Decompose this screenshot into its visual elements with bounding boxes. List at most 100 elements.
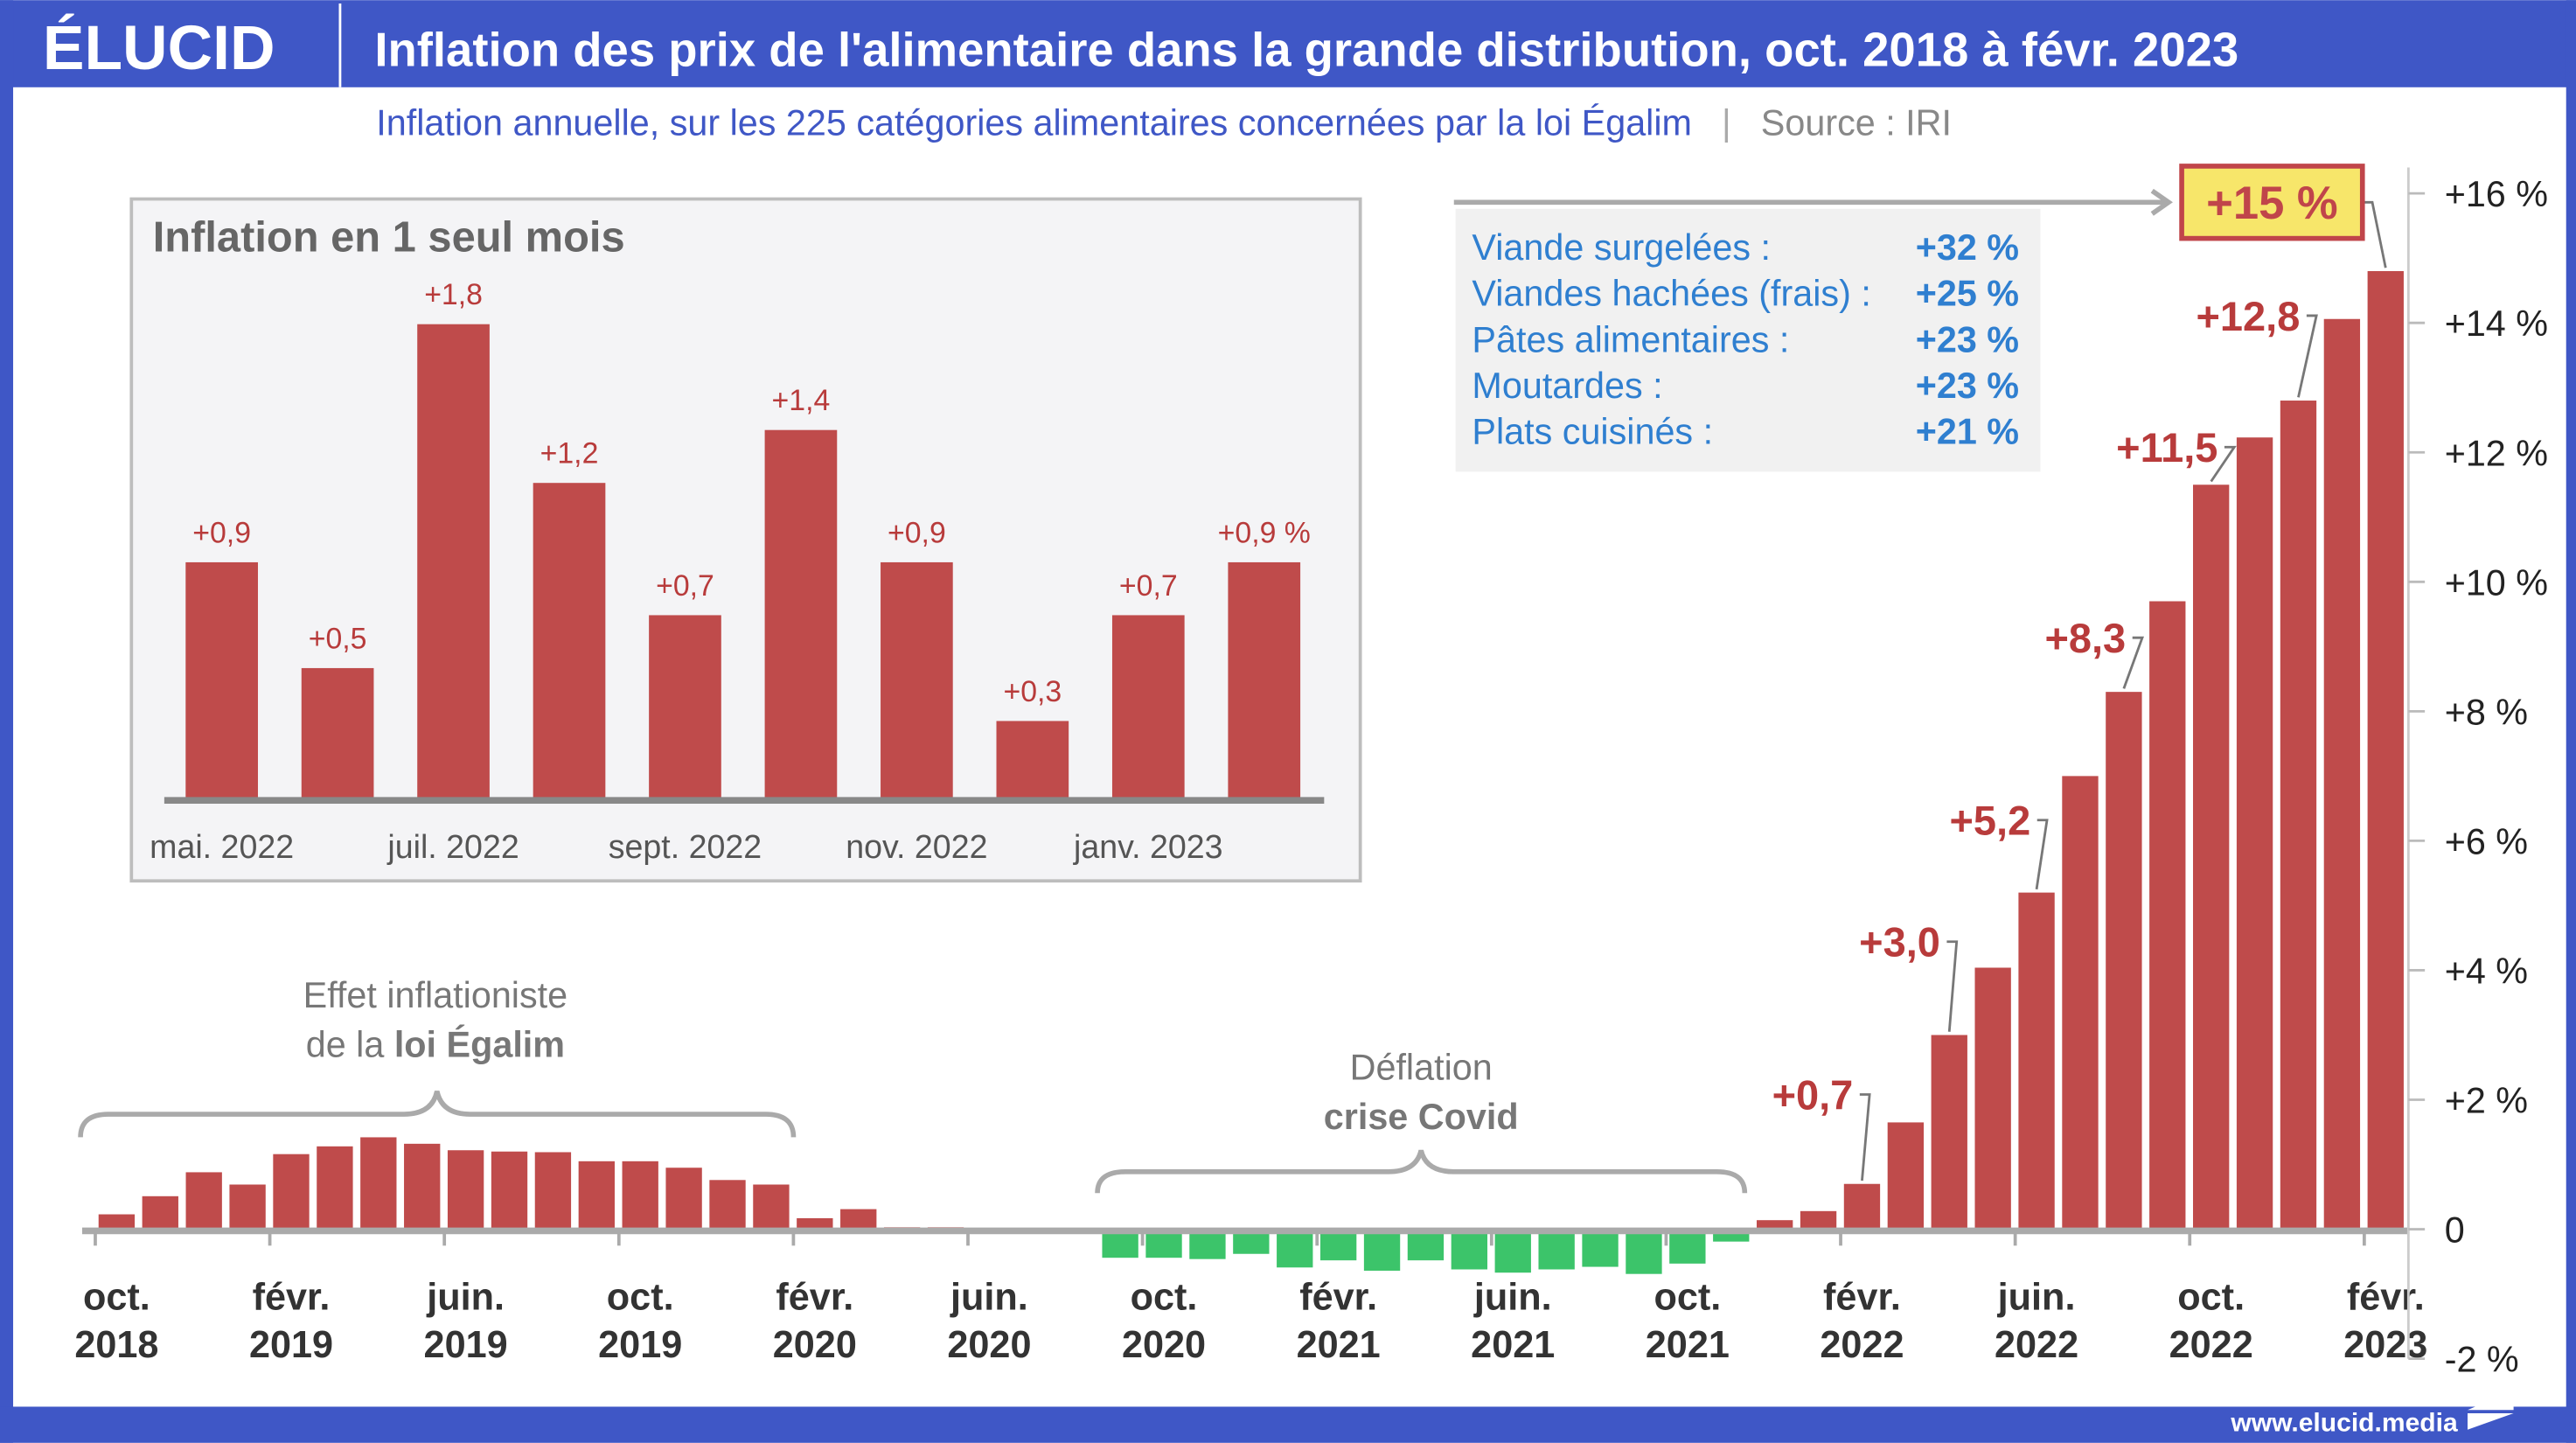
highlight-box bbox=[2179, 164, 2365, 241]
main-data-label: +12,8 bbox=[2196, 293, 2300, 339]
inset-data-label: +0,7 bbox=[656, 569, 714, 603]
inset-bar bbox=[533, 483, 606, 801]
x-tick-year: 2020 bbox=[1122, 1324, 1206, 1366]
main-bar bbox=[2193, 484, 2230, 1230]
egalim-line2: de la loi Égalim bbox=[306, 1024, 565, 1064]
inset-bar bbox=[185, 561, 258, 801]
inset-data-label: +0,3 bbox=[1003, 675, 1062, 708]
data-label-leader bbox=[1946, 940, 1959, 1032]
main-bar bbox=[2149, 601, 2186, 1230]
x-tick-month: févr. bbox=[776, 1277, 853, 1319]
x-tick-year: 2021 bbox=[1471, 1324, 1555, 1366]
x-tick-month: juin. bbox=[1473, 1277, 1552, 1319]
main-bar bbox=[1669, 1232, 1706, 1264]
y-tick-label: 0 bbox=[2445, 1210, 2465, 1251]
frame-left bbox=[0, 0, 14, 1443]
highlight-value: +15 % bbox=[2206, 178, 2338, 229]
top-categories-box: Viande surgelées : +32 % Viandes hachées (… bbox=[1455, 208, 2041, 472]
x-tick-month: févr. bbox=[253, 1277, 331, 1319]
main-bar bbox=[1713, 1232, 1750, 1242]
inset-x-tick-label: nov. 2022 bbox=[846, 828, 987, 865]
x-tick-year: 2020 bbox=[773, 1324, 857, 1366]
source-label: Source : IRI bbox=[1761, 102, 1952, 143]
main-bar bbox=[1319, 1232, 1357, 1261]
y-tick-label: +10 % bbox=[2445, 562, 2548, 603]
main-bar bbox=[317, 1146, 353, 1230]
x-tick-month: févr. bbox=[1823, 1277, 1901, 1319]
covid-annotation: Déflation crise Covid bbox=[1095, 1048, 1748, 1194]
x-tick-month: oct. bbox=[607, 1277, 674, 1319]
subtitle-text: Inflation annuelle, sur les 225 catégori… bbox=[376, 102, 1692, 143]
category-value: +21 % bbox=[1916, 411, 2019, 451]
x-tick-month: juin. bbox=[1997, 1277, 2076, 1319]
main-bar bbox=[797, 1217, 833, 1230]
x-tick-year: 2019 bbox=[598, 1324, 682, 1366]
main-bar bbox=[1756, 1220, 1793, 1230]
frame-right bbox=[2566, 0, 2576, 1443]
category-value: +23 % bbox=[1916, 366, 2019, 406]
main-bar bbox=[1931, 1035, 1967, 1230]
main-bar bbox=[185, 1172, 222, 1230]
main-bar bbox=[578, 1161, 615, 1230]
categories-background bbox=[1455, 208, 2041, 472]
main-bar bbox=[1974, 967, 2011, 1230]
inset-bar bbox=[764, 429, 838, 801]
inset-bar bbox=[649, 615, 721, 801]
inset-data-label: +0,9 % bbox=[1218, 516, 1311, 549]
main-bar bbox=[98, 1214, 136, 1230]
main-bar bbox=[753, 1184, 790, 1230]
x-tick-month: oct. bbox=[1131, 1277, 1198, 1319]
main-data-label: +5,2 bbox=[1949, 798, 2030, 844]
y-tick-label: +16 % bbox=[2445, 174, 2548, 214]
main-bar bbox=[2236, 437, 2273, 1230]
main-chart: oct. 2018 févr. 2019 juin. 2019 oct. 2019 févr. 2… bbox=[74, 167, 2548, 1380]
data-label-leader bbox=[2122, 636, 2145, 689]
x-tick-month: oct. bbox=[1654, 1277, 1721, 1319]
inset-bar bbox=[881, 561, 953, 801]
main-bar bbox=[1451, 1232, 1488, 1270]
x-tick-year: 2020 bbox=[947, 1324, 1031, 1366]
main-bar bbox=[1800, 1210, 1837, 1230]
subtitle-separator: | bbox=[1722, 102, 1731, 143]
y-tick-label: +4 % bbox=[2445, 951, 2528, 991]
main-bar bbox=[2367, 270, 2404, 1230]
inset-bar bbox=[996, 721, 1069, 801]
main-bar bbox=[491, 1151, 528, 1230]
egalim-prefix: de la bbox=[306, 1024, 394, 1064]
subtitle: Inflation annuelle, sur les 225 catégori… bbox=[376, 102, 1952, 143]
main-data-label: +8,3 bbox=[2044, 615, 2126, 661]
inset-data-label: +1,2 bbox=[540, 437, 599, 471]
footer-logo-mark-icon bbox=[2467, 1390, 2514, 1430]
x-tick-year: 2022 bbox=[2169, 1324, 2253, 1366]
main-data-label: +11,5 bbox=[2116, 424, 2217, 471]
y-tick-label: -2 % bbox=[2445, 1340, 2519, 1380]
main-bar bbox=[142, 1196, 178, 1230]
category-value: +23 % bbox=[1916, 319, 2019, 359]
main-bar bbox=[1582, 1232, 1619, 1267]
category-label: Viandes hachées (frais) : bbox=[1472, 274, 1870, 314]
main-bar bbox=[2106, 692, 2142, 1230]
inset-x-tick-label: janv. 2023 bbox=[1073, 828, 1223, 865]
data-label-leader bbox=[2210, 445, 2237, 483]
category-label: Viande surgelées : bbox=[1472, 227, 1771, 268]
x-tick-month: juin. bbox=[426, 1277, 505, 1319]
main-bar bbox=[1843, 1183, 1881, 1230]
covid-line1: Déflation bbox=[1350, 1048, 1493, 1088]
inset-data-label: +1,8 bbox=[424, 278, 483, 311]
main-bar bbox=[534, 1152, 572, 1230]
inset-bar bbox=[1228, 561, 1301, 801]
category-label: Pâtes alimentaires : bbox=[1472, 319, 1789, 359]
highlight-annotation: +15 % bbox=[1453, 164, 2365, 241]
main-bar bbox=[2018, 892, 2055, 1230]
data-label-leader bbox=[1859, 1093, 1871, 1182]
data-label-leader bbox=[2035, 819, 2049, 890]
x-tick-year: 2018 bbox=[74, 1324, 158, 1366]
main-bar bbox=[2062, 776, 2099, 1230]
main-bar bbox=[1538, 1232, 1575, 1270]
main-bar bbox=[622, 1161, 658, 1230]
main-bar bbox=[1233, 1232, 1270, 1254]
main-bar bbox=[709, 1180, 746, 1230]
main-bar bbox=[229, 1184, 266, 1230]
x-tick-month: févr. bbox=[1299, 1277, 1377, 1319]
